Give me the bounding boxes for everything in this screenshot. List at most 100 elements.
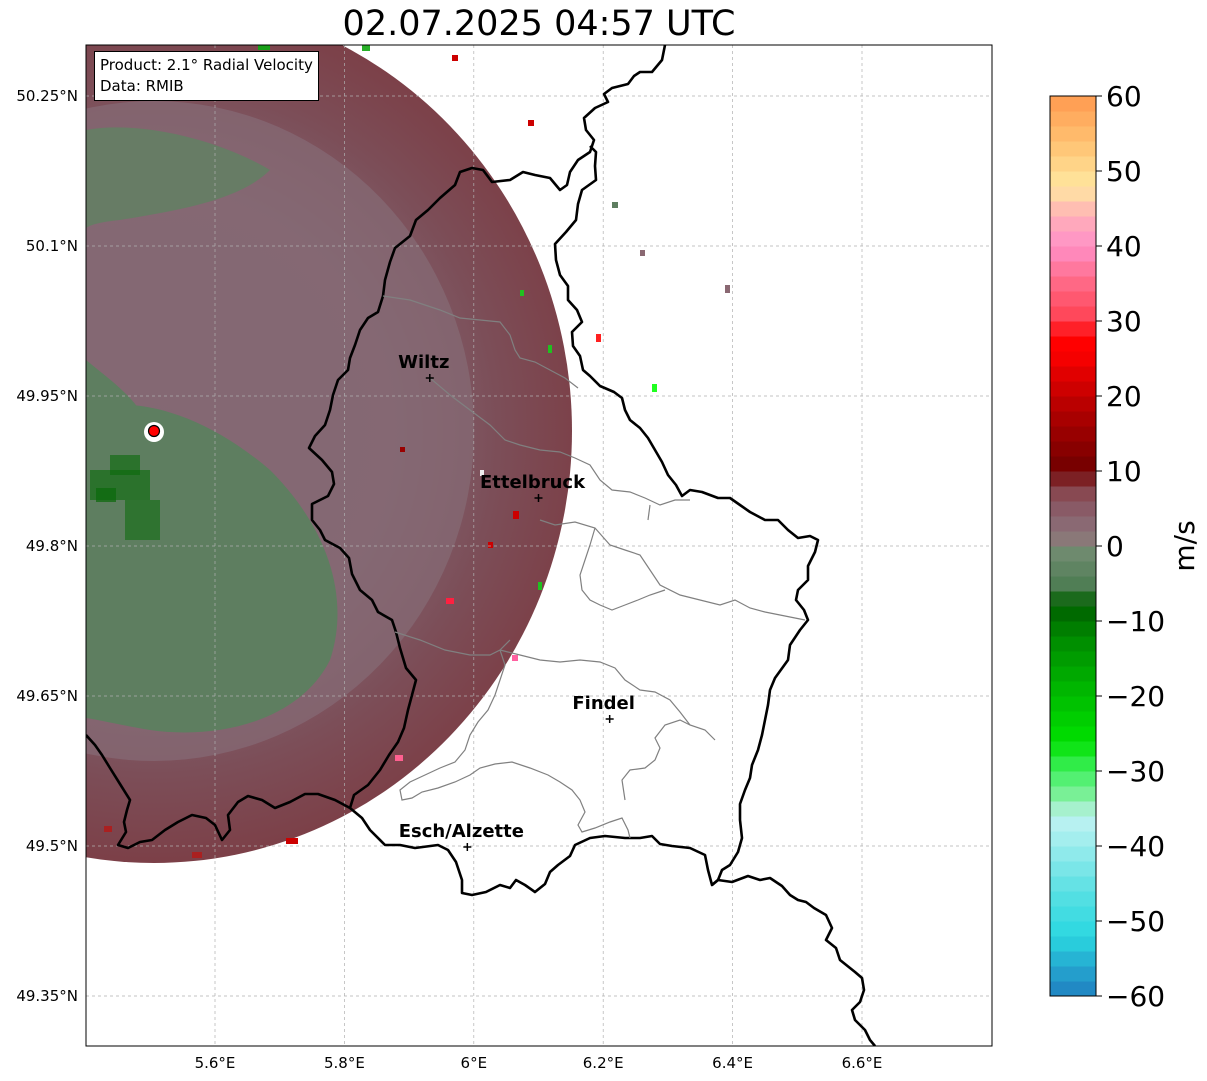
colorbar-segment	[1050, 156, 1096, 172]
colorbar-segment	[1050, 681, 1096, 697]
colorbar-tick-label: 0	[1106, 530, 1124, 563]
colorbar-segment	[1050, 876, 1096, 892]
colorbar-tick-label: 40	[1106, 230, 1142, 263]
colorbar-segment	[1050, 456, 1096, 472]
colorbar-segment	[1050, 936, 1096, 952]
colorbar-tick-label: 10	[1106, 455, 1142, 488]
colorbar-segment	[1050, 306, 1096, 322]
colorbar-segment	[1050, 486, 1096, 502]
city-label: Esch/Alzette	[399, 821, 524, 842]
colorbar-segment	[1050, 441, 1096, 457]
colorbar-segment	[1050, 111, 1096, 127]
colorbar-tick-label: 50	[1106, 155, 1142, 188]
colorbar-segments	[1050, 96, 1096, 997]
colorbar-segment	[1050, 381, 1096, 397]
colorbar-segment	[1050, 981, 1096, 997]
colorbar-segment	[1050, 366, 1096, 382]
colorbar-tick-label: 30	[1106, 305, 1142, 338]
colorbar-unit-label: m/s	[1168, 520, 1201, 571]
lon-tick-label: 6.6°E	[842, 1054, 883, 1072]
city-marker: Findel	[572, 693, 635, 723]
city-markers: Wiltz Ettelbruck Findel Esch/Alzette	[398, 352, 635, 851]
lat-tick-label: 49.95°N	[16, 387, 78, 405]
lat-tick-label: 50.25°N	[16, 87, 78, 105]
lat-tick-label: 50.1°N	[26, 237, 78, 255]
city-marker: Wiltz	[398, 352, 449, 382]
colorbar-segment	[1050, 846, 1096, 862]
colorbar-segment	[1050, 831, 1096, 847]
city-label: Wiltz	[398, 352, 449, 373]
lon-tick-label: 5.6°E	[195, 1054, 236, 1072]
colorbar-segment	[1050, 861, 1096, 877]
colorbar-segment	[1050, 906, 1096, 922]
colorbar-segment	[1050, 201, 1096, 217]
colorbar-segment	[1050, 561, 1096, 577]
colorbar-segment	[1050, 606, 1096, 622]
city-label: Findel	[572, 693, 635, 714]
colorbar-segment	[1050, 576, 1096, 592]
colorbar-segment	[1050, 741, 1096, 757]
plot-frame	[85, 44, 993, 1047]
colorbar-tick-label: −60	[1106, 980, 1165, 1013]
colorbar-segment	[1050, 426, 1096, 442]
radar-velocity-field	[86, 45, 730, 863]
lon-tick-label: 6°E	[461, 1054, 488, 1072]
colorbar-tick-label: −40	[1106, 830, 1165, 863]
canton-boundaries	[382, 295, 806, 839]
lat-tick-label: 49.35°N	[16, 987, 78, 1005]
colorbar-segment	[1050, 696, 1096, 712]
country-border-luxembourg	[307, 45, 820, 897]
colorbar-segment	[1050, 666, 1096, 682]
colorbar-segment	[1050, 711, 1096, 727]
city-marker: Esch/Alzette	[399, 821, 524, 851]
colorbar-segment	[1050, 921, 1096, 937]
colorbar-segment	[1050, 531, 1096, 547]
colorbar-segment	[1050, 276, 1096, 292]
colorbar-tick-label: 60	[1106, 80, 1142, 113]
colorbar-segment	[1050, 891, 1096, 907]
colorbar-segment	[1050, 756, 1096, 772]
city-label: Ettelbruck	[480, 472, 586, 493]
colorbar-segment	[1050, 786, 1096, 802]
colorbar-segment	[1050, 246, 1096, 262]
echo-green-left	[86, 360, 150, 450]
plot-area: Wiltz Ettelbruck Findel Esch/Alzette	[86, 45, 992, 1046]
colorbar-tick-label: −30	[1106, 755, 1165, 788]
colorbar-segment	[1050, 171, 1096, 187]
colorbar-segment	[1050, 336, 1096, 352]
colorbar-segment	[1050, 471, 1096, 487]
colorbar-tick-label: 20	[1106, 380, 1142, 413]
colorbar-segment	[1050, 801, 1096, 817]
echo-scattered-cells	[104, 45, 730, 858]
product-info-box: Product: 2.1° Radial Velocity Data: RMIB	[94, 51, 319, 101]
city-marker: Ettelbruck	[480, 472, 586, 502]
colorbar-segment	[1050, 261, 1096, 277]
colorbar-segment	[1050, 216, 1096, 232]
colorbar-tick-label: −50	[1106, 905, 1165, 938]
lon-tick-label: 5.8°E	[324, 1054, 365, 1072]
colorbar-segment	[1050, 951, 1096, 967]
colorbar-segment	[1050, 651, 1096, 667]
radar-site-marker	[147, 424, 161, 438]
longitude-tick-labels: 5.6°E 5.8°E 6°E 6.2°E 6.4°E 6.6°E	[195, 1054, 883, 1072]
colorbar-tick-labels: 60 50 40 30 20 10 0 −10 −20 −30 −40 −50 −60	[1096, 80, 1165, 1013]
colorbar-segment	[1050, 291, 1096, 307]
latitude-tick-labels: 50.25°N 50.1°N 49.95°N 49.8°N 49.65°N 49.5°N 4…	[16, 87, 78, 1005]
colorbar-segment	[1050, 591, 1096, 607]
map-title: 02.07.2025 04:57 UTC	[342, 4, 736, 44]
colorbar-tick-label: −10	[1106, 605, 1165, 638]
lat-tick-label: 49.65°N	[16, 687, 78, 705]
colorbar-segment	[1050, 96, 1096, 112]
lon-tick-label: 6.2°E	[583, 1054, 624, 1072]
product-label: Product: 2.1° Radial Velocity	[100, 56, 313, 74]
colorbar-segment	[1050, 516, 1096, 532]
colorbar-segment	[1050, 231, 1096, 247]
colorbar-segment	[1050, 636, 1096, 652]
data-source-label: Data: RMIB	[100, 77, 184, 95]
colorbar-segment	[1050, 411, 1096, 427]
colorbar-tick-label: −20	[1106, 680, 1165, 713]
colorbar-segment	[1050, 141, 1096, 157]
colorbar: 60 50 40 30 20 10 0 −10 −20 −30 −40 −50 −60 m/s	[1049, 80, 1201, 1013]
country-border-west	[86, 734, 351, 850]
map-gridlines	[86, 45, 992, 1046]
